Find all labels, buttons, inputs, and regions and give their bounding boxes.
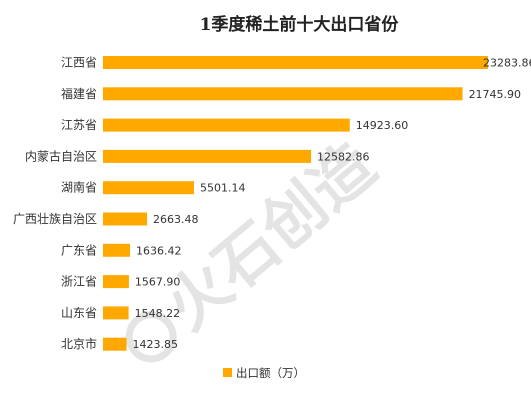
legend-label: 出口额（万） xyxy=(236,366,305,380)
value-label: 14923.60 xyxy=(356,119,409,132)
value-label: 21745.90 xyxy=(469,88,521,101)
bar xyxy=(103,56,488,69)
legend: 出口额（万） xyxy=(223,366,305,380)
category-label: 广西壮族自治区 xyxy=(13,212,97,226)
category-label: 湖南省 xyxy=(61,180,97,195)
category-label: 江西省 xyxy=(61,56,97,70)
value-label: 1423.85 xyxy=(133,338,179,351)
bar xyxy=(103,275,129,289)
bar xyxy=(103,149,312,163)
category-label: 广东省 xyxy=(61,243,97,257)
value-label: 5501.14 xyxy=(200,182,246,195)
value-label: 1636.42 xyxy=(136,244,182,257)
value-label: 1548.22 xyxy=(135,307,181,320)
category-label: 福建省 xyxy=(61,86,97,101)
bar xyxy=(103,306,129,320)
bars xyxy=(103,56,488,351)
category-label: 山东省 xyxy=(61,306,97,320)
bar xyxy=(103,181,194,195)
chart-title: 1季度稀土前十大出口省份 xyxy=(200,14,400,35)
bar xyxy=(103,118,350,132)
value-labels: 23283.86 21745.90 14923.60 12582.86 5501.14 2… xyxy=(133,57,531,352)
bar xyxy=(103,337,127,351)
category-label: 内蒙古自治区 xyxy=(25,148,97,163)
value-label: 12582.86 xyxy=(317,150,370,163)
value-label: 23283.86 xyxy=(483,57,531,70)
bar xyxy=(103,212,148,226)
value-label: 1567.90 xyxy=(135,276,181,289)
category-label: 江苏省 xyxy=(61,118,97,132)
legend-swatch xyxy=(223,368,232,377)
bar xyxy=(103,87,463,101)
watermark-logo-icon xyxy=(125,311,177,363)
bar xyxy=(103,243,131,257)
value-label: 2663.48 xyxy=(153,213,199,226)
category-label: 浙江省 xyxy=(61,275,97,289)
category-label: 北京市 xyxy=(61,336,97,351)
